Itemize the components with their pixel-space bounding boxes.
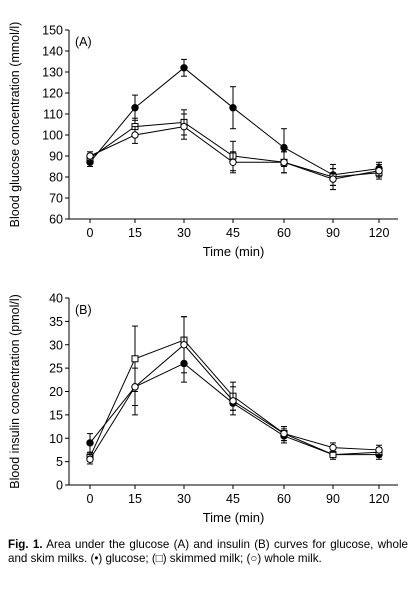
panel-b-x-tick-label: 0 bbox=[87, 492, 94, 506]
panel-a-y-tick-label: 90 bbox=[49, 150, 63, 164]
panel-a-series-2-point bbox=[229, 158, 237, 167]
panel-b-series-2-point bbox=[86, 455, 94, 463]
panel-a-y-tick-label: 70 bbox=[49, 192, 63, 206]
panel-b-x-axis-title: Time (min) bbox=[203, 510, 265, 525]
panel-b-y-tick-label: 35 bbox=[49, 315, 63, 329]
panel-b-panel-label: (B) bbox=[75, 303, 92, 317]
panel-a-x-tick-label: 60 bbox=[277, 226, 291, 240]
panel-b-x-tick-label: 90 bbox=[326, 492, 340, 506]
panel-a-y-tick-label: 110 bbox=[43, 108, 63, 122]
panel-a-series-2-point bbox=[180, 122, 188, 131]
panel-b-series-0-point bbox=[86, 439, 94, 447]
panel-a-x-tick-label: 30 bbox=[177, 226, 191, 240]
panel-a-series-2-point bbox=[280, 158, 288, 167]
panel-a-x-axis-title: Time (min) bbox=[203, 244, 265, 259]
panel-a-series-0-point bbox=[180, 64, 188, 72]
panel-a-series-2-point bbox=[375, 167, 383, 175]
panel-b-series-0-line bbox=[89, 362, 379, 456]
panel-a-series-2-point bbox=[86, 152, 94, 160]
panel-b-y-tick-label: 40 bbox=[49, 292, 63, 306]
panel-a-y-axis-title: Blood glucose concentration (mmol/l) bbox=[8, 22, 22, 228]
panel-a-x-tick-label: 45 bbox=[226, 226, 240, 240]
panel-b-series-2-point bbox=[180, 341, 188, 349]
panel-b-y-tick-label: 0 bbox=[56, 479, 63, 493]
panel-a-y-tick-label: 120 bbox=[42, 87, 63, 101]
panel-a-panel-label: (A) bbox=[75, 35, 92, 49]
panel-b-series-1-point bbox=[131, 355, 139, 363]
panel-a-x-tick-label: 15 bbox=[128, 226, 142, 240]
panel-a-series-0-point bbox=[131, 104, 139, 112]
panel-a-y-tick-label: 100 bbox=[42, 129, 63, 143]
panel-b-y-tick-label: 30 bbox=[49, 338, 63, 352]
panel-b-x-tick-label: 45 bbox=[226, 492, 240, 506]
panel-b-x-tick-label: 120 bbox=[369, 492, 390, 506]
panel-b-series-2-point bbox=[329, 443, 337, 452]
panel-b-y-tick-label: 10 bbox=[49, 432, 63, 446]
panel-a-y-tick-label: 140 bbox=[42, 45, 63, 59]
panel-a-y-tick-label: 130 bbox=[42, 66, 63, 80]
panel-a-series-2-point bbox=[131, 131, 139, 139]
panel-b-series-2-point bbox=[229, 397, 237, 405]
panel-b-series-2-point bbox=[375, 446, 383, 454]
panel-a-x-tick-label: 120 bbox=[369, 226, 390, 240]
panel-b-y-tick-label: 25 bbox=[49, 362, 63, 376]
panel-b-y-tick-label: 5 bbox=[56, 455, 63, 469]
panel-a-x-tick-label: 90 bbox=[326, 226, 340, 240]
panel-a-y-tick-label: 60 bbox=[49, 213, 63, 227]
panel-b-y-tick-label: 20 bbox=[49, 385, 63, 399]
panel-b-series-2-point bbox=[280, 429, 288, 438]
caption-text: Area under the glucose (A) and insulin (… bbox=[8, 538, 408, 565]
panel-b-x-tick-label: 15 bbox=[128, 492, 142, 506]
panel-b-x-tick-label: 30 bbox=[177, 492, 191, 506]
panel-b-x-tick-label: 60 bbox=[277, 492, 291, 506]
panel-a-series-0-point bbox=[280, 143, 288, 152]
caption-label: Fig. 1. bbox=[8, 538, 43, 551]
panel-b-series-2-point bbox=[131, 383, 139, 391]
panel-b-y-axis-title: Blood insulin concentration (pmol/l) bbox=[8, 294, 22, 489]
figure-caption: Fig. 1. Area under the glucose (A) and i… bbox=[8, 538, 408, 566]
panel-a-y-tick-label: 150 bbox=[42, 24, 63, 38]
panel-a-y-tick-label: 80 bbox=[49, 171, 63, 185]
panel-a-x-tick-label: 0 bbox=[87, 226, 94, 240]
panel-a-series-0-point bbox=[229, 104, 237, 112]
panel-a-series-2-point bbox=[329, 175, 337, 183]
panel-b-y-tick-label: 15 bbox=[49, 408, 63, 422]
